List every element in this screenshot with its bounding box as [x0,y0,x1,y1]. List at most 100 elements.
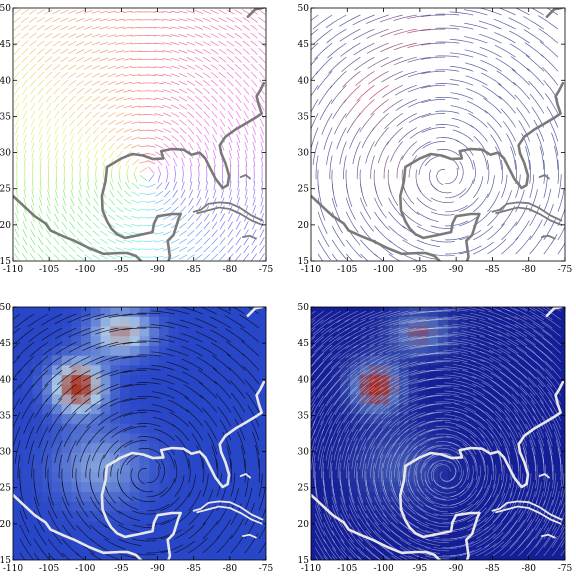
y-tick-label: 30 [298,149,310,159]
x-tick-label: -95 [413,564,428,574]
y-tick-label: 25 [0,484,11,494]
y-tick-label: 50 [298,303,310,313]
x-tick-label: -105 [39,265,59,275]
y-tick-label: 45 [0,40,11,50]
x-tick-label: -95 [114,564,129,574]
x-tick-label: -100 [373,564,393,574]
panel-frame [310,7,566,262]
x-tick-label: -105 [337,564,357,574]
y-tick-label: 20 [0,221,11,231]
x-tick-label: -85 [186,564,201,574]
y-tick-label: 25 [298,185,310,195]
x-tick-label: -80 [521,265,536,275]
y-tick-label: 50 [298,4,310,14]
coastline [399,380,565,560]
x-tick-label: -80 [223,564,238,574]
x-tick-label: -90 [150,265,165,275]
y-tick-label: 20 [0,520,11,530]
coastline [545,307,563,317]
y-tick-label: 45 [298,40,310,50]
coastline [495,505,563,525]
y-tick-label: 15 [0,257,11,267]
x-tick-label: -75 [259,265,274,275]
coastline [242,533,257,539]
coastline [196,505,264,525]
coastline [192,500,264,521]
y-tick-label: 20 [298,520,310,530]
y-tick-label: 25 [0,185,11,195]
coastline [491,201,563,222]
x-tick-label: -90 [150,564,165,574]
coastline [538,174,550,180]
y-tick-label: 45 [298,339,310,349]
x-tick-label: -110 [301,265,321,275]
x-tick-label: -80 [223,265,238,275]
coastline [491,500,563,521]
panel-frame [310,306,566,561]
coastline [540,234,556,240]
x-tick-label: -105 [39,564,59,574]
x-tick-label: -80 [521,564,536,574]
y-tick-label: 45 [0,339,11,349]
y-tick-label: 40 [0,375,11,385]
y-tick-label: 15 [298,556,310,566]
x-tick-label: -90 [449,265,464,275]
y-tick-label: 35 [298,411,310,421]
x-tick-label: -100 [75,564,95,574]
coastline [242,234,257,240]
coastline [100,380,266,560]
y-tick-label: 30 [0,149,11,159]
y-tick-label: 30 [0,448,11,458]
x-tick-label: -95 [114,265,129,275]
coastline [246,8,264,18]
coastline [311,194,442,261]
x-tick-label: -75 [558,265,573,275]
panel-background [311,8,565,261]
map-panel-p2: -110 -105 -100 -95 -90 -85 -80 -75 15 20 25 30 35 40 4… [298,4,573,275]
coastline [239,174,251,180]
x-tick-label: -90 [449,564,464,574]
y-tick-label: 40 [298,76,310,86]
x-tick-label: -85 [485,265,500,275]
x-tick-label: -75 [259,564,274,574]
y-tick-label: 30 [298,448,310,458]
y-tick-label: 15 [298,257,310,267]
map-panel-p1: -110 -105 -100 -95 -90 -85 -80 -75 15 20 25 30 35 40 4… [0,4,274,275]
x-tick-label: -100 [373,265,393,275]
panel-frame [12,7,267,262]
y-tick-label: 40 [0,76,11,86]
coastline [538,473,550,479]
x-tick-label: -110 [301,564,321,574]
coastline [246,307,264,317]
map-panel-p4: -110 -105 -100 -95 -90 -85 -80 -75 15 20 25 30 35 40 4… [298,303,573,574]
panel-frame [12,306,267,561]
x-tick-label: -85 [485,564,500,574]
x-tick-label: -85 [186,265,201,275]
coastline [100,81,266,261]
y-tick-label: 35 [0,411,11,421]
y-tick-label: 35 [0,112,11,122]
coastline [13,194,143,261]
y-tick-label: 15 [0,556,11,566]
coastline [311,493,442,560]
y-tick-label: 35 [298,112,310,122]
x-tick-label: -110 [3,265,23,275]
x-tick-label: -105 [337,265,357,275]
y-tick-label: 50 [0,4,11,14]
x-tick-label: -110 [3,564,23,574]
coastline [239,473,251,479]
x-tick-label: -95 [413,265,428,275]
coastline [399,81,565,261]
y-tick-label: 25 [298,484,310,494]
coastline [13,493,143,560]
x-tick-label: -75 [558,564,573,574]
coastline [192,201,264,222]
coastline [196,206,264,226]
y-tick-label: 50 [0,303,11,313]
map-panel-p3: -110 -105 -100 -95 -90 -85 -80 -75 15 20 25 30 35 40 4… [0,303,274,574]
x-tick-label: -100 [75,265,95,275]
coastline [545,8,563,18]
coastline [540,533,556,539]
coastline [495,206,563,226]
